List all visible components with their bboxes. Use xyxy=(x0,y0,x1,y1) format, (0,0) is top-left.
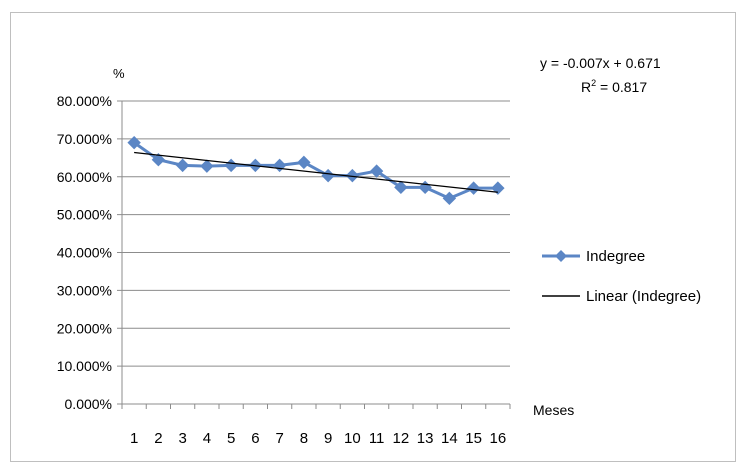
x-tick-label: 2 xyxy=(154,430,162,447)
data-point-marker xyxy=(394,180,408,195)
legend-label-trendline: Linear (Indegree) xyxy=(586,288,701,305)
legend-label-indegree: Indegree xyxy=(586,248,645,265)
data-point-marker xyxy=(151,152,166,167)
x-tick-label: 15 xyxy=(465,430,482,447)
y-tick-label: 80.000% xyxy=(57,93,112,109)
series-line-indegree xyxy=(133,141,498,200)
data-point-marker xyxy=(491,181,505,195)
x-tick-label: 14 xyxy=(441,430,458,447)
data-point-marker xyxy=(466,181,481,195)
legend-marker-indegree xyxy=(555,250,567,262)
x-tick-label: 9 xyxy=(324,430,332,447)
data-point-marker xyxy=(345,168,360,183)
r-squared-label: R2 = 0.817 xyxy=(581,78,647,95)
x-tick-label: 13 xyxy=(417,430,434,447)
data-point-marker xyxy=(369,164,384,178)
trendline-equation: y = -0.007x + 0.671 xyxy=(540,55,661,71)
y-tick-label: 10.000% xyxy=(57,358,112,374)
data-point-marker xyxy=(127,135,141,150)
x-tick-label: 7 xyxy=(275,430,283,447)
data-point-marker xyxy=(418,180,432,195)
x-tick-label: 3 xyxy=(178,430,186,447)
y-tick-label: 50.000% xyxy=(57,207,112,223)
y-tick-label: 0.000% xyxy=(65,396,112,412)
data-point-marker xyxy=(175,158,190,173)
data-point-marker xyxy=(224,158,238,173)
data-point-marker xyxy=(442,191,457,206)
y-tick-label: 20.000% xyxy=(57,320,112,336)
y-tick-label: 30.000% xyxy=(57,282,112,298)
x-tick-label: 8 xyxy=(300,430,308,447)
x-tick-label: 1 xyxy=(130,430,138,447)
x-tick-label: 5 xyxy=(227,430,235,447)
x-tick-label: 16 xyxy=(490,430,507,447)
chart-frame xyxy=(10,12,736,462)
x-tick-label: 12 xyxy=(393,430,410,447)
x-tick-label: 4 xyxy=(203,430,211,447)
x-tick-label: 11 xyxy=(369,430,385,447)
y-axis-title: % xyxy=(113,66,125,81)
data-point-marker xyxy=(297,155,311,170)
y-tick-label: 40.000% xyxy=(57,245,112,261)
data-point-marker xyxy=(272,158,287,173)
trendline xyxy=(134,151,498,193)
y-tick-label: 60.000% xyxy=(57,169,112,185)
data-point-marker xyxy=(200,159,214,173)
data-point-marker xyxy=(321,168,335,183)
x-axis-title: Meses xyxy=(533,402,574,418)
x-tick-label: 6 xyxy=(251,430,259,447)
x-tick-label: 10 xyxy=(344,430,361,447)
y-tick-label: 70.000% xyxy=(57,131,112,147)
